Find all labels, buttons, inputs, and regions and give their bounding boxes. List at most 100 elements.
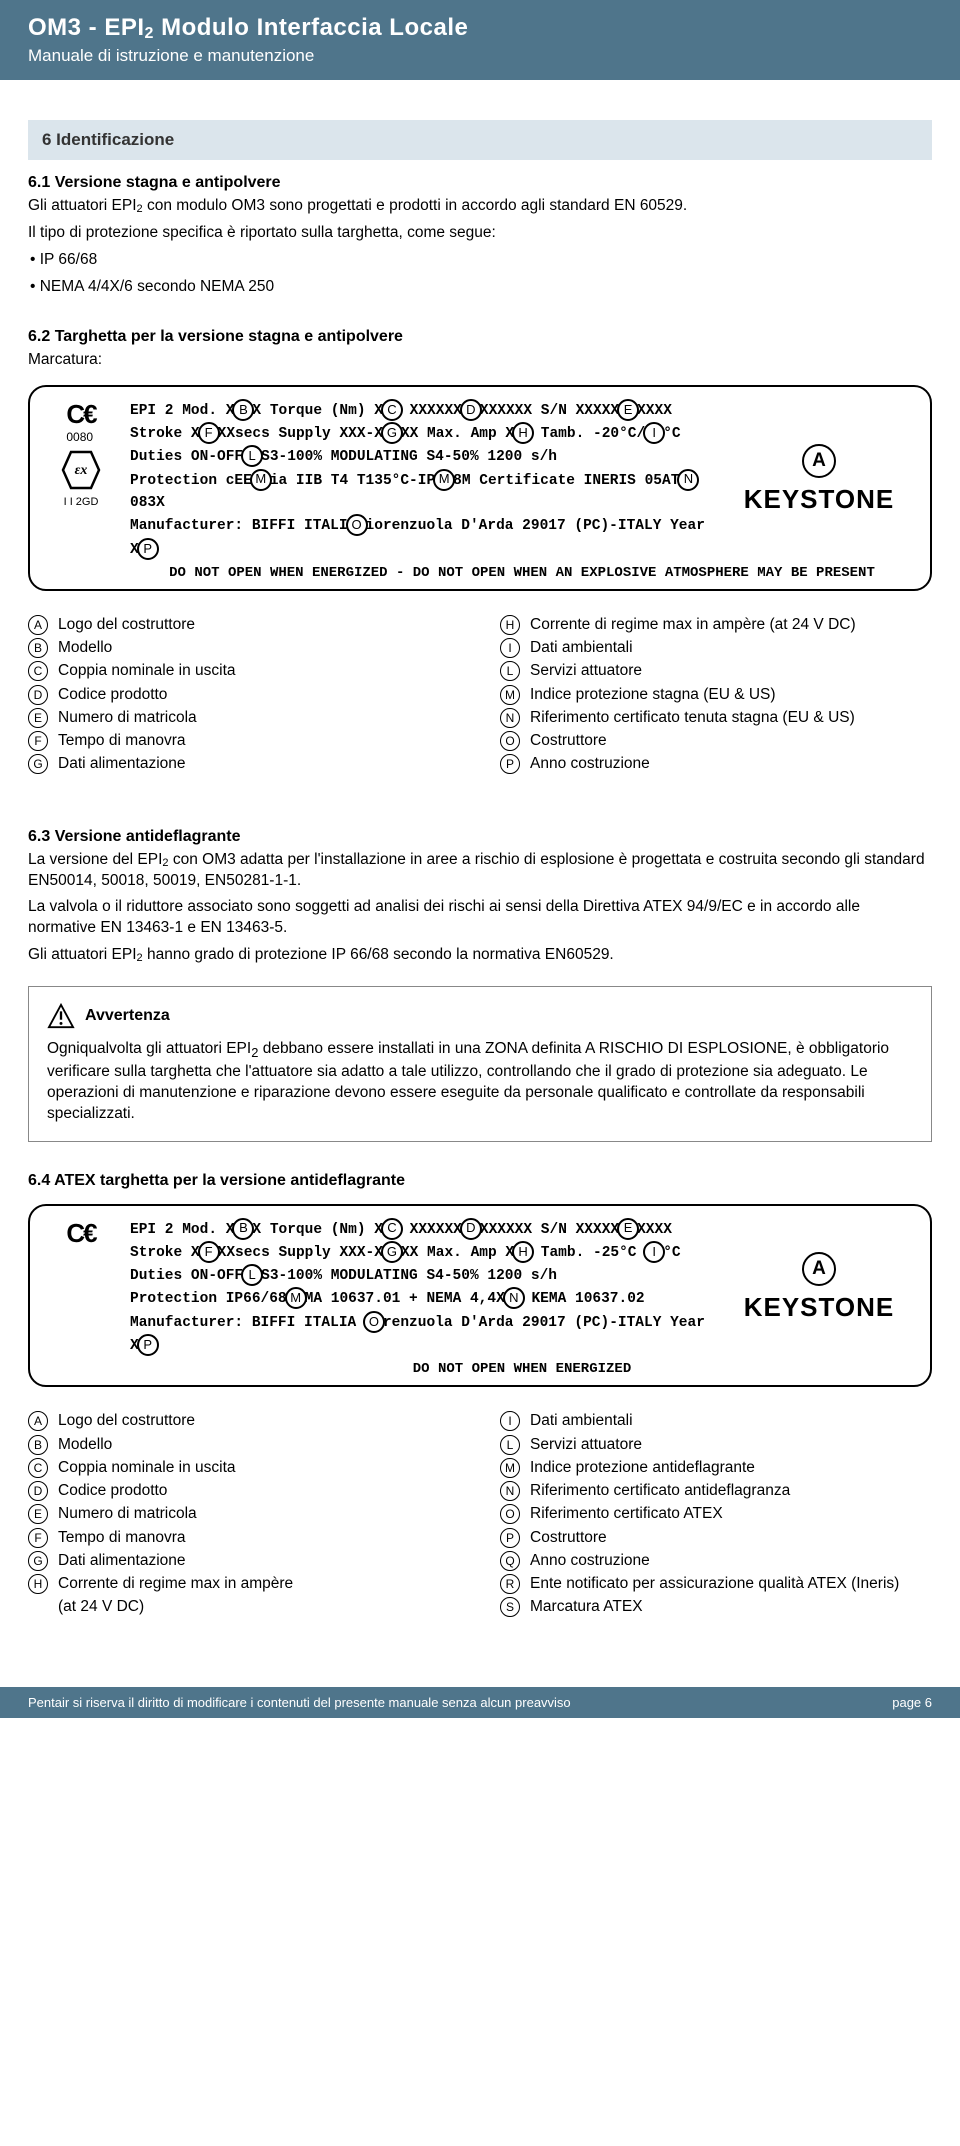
para-6-1-2: Il tipo di protezione specifica è riport… bbox=[28, 223, 932, 244]
marker-f-icon: F bbox=[198, 422, 220, 444]
warning-box: Avvertenza Ogniqualvolta gli attuatori E… bbox=[28, 986, 932, 1141]
legend-letter-icon: O bbox=[500, 731, 520, 751]
t: XX Max. Amp X bbox=[401, 1245, 514, 1261]
legend-text: Servizi attuatore bbox=[530, 659, 642, 682]
legend-1-right: H Corrente di regime max in ampère (at 24… bbox=[500, 613, 932, 776]
legend-row: GDati alimentazione bbox=[28, 752, 460, 775]
legend-text: Anno costruzione bbox=[530, 752, 650, 775]
nameplate2-brand: A KEYSTONE bbox=[724, 1218, 914, 1358]
legend-row: E Numero di matricola bbox=[28, 1502, 460, 1525]
title-sub: 2 bbox=[145, 25, 154, 42]
legend-text: Corrente di regime max in ampère (at 24 … bbox=[530, 613, 856, 636]
t: Gli attuatori EPI bbox=[28, 197, 137, 214]
legend-row: GDati alimentazione bbox=[28, 1549, 460, 1572]
legend-text: Costruttore bbox=[530, 1526, 607, 1549]
t: XXsecs Supply XXX-X bbox=[218, 1245, 383, 1261]
page-content: 6 Identificazione 6.1 Versione stagna e … bbox=[0, 80, 960, 1667]
legend-text: Logo del costruttore bbox=[58, 613, 195, 636]
legend-row: ENumero di matricola bbox=[28, 706, 460, 729]
legend-text: Riferimento certificato antideflagranza bbox=[530, 1479, 790, 1502]
t: hanno grado di protezione IP 66/68 secon… bbox=[143, 946, 614, 963]
t: Tamb. -25°C bbox=[532, 1245, 645, 1261]
legend-row: CCoppia nominale in uscita bbox=[28, 1456, 460, 1479]
t: XX Max. Amp X bbox=[401, 426, 514, 442]
marker-d-icon: D bbox=[460, 399, 482, 421]
legend-text: Coppia nominale in uscita bbox=[58, 659, 236, 682]
legend-row: (at 24 V DC) bbox=[28, 1595, 460, 1618]
t: Stroke X bbox=[130, 1245, 200, 1261]
nameplate-2: C€ EPI 2 Mod. XBX Torque (Nm) XC XXXXXXD… bbox=[28, 1204, 932, 1388]
marker-i-icon: I bbox=[643, 1241, 665, 1263]
marker-f-icon: F bbox=[198, 1241, 220, 1263]
t: X Torque (Nm) X bbox=[252, 402, 383, 418]
legend-text: Costruttore bbox=[530, 729, 607, 752]
legend-letter-icon: B bbox=[28, 638, 48, 658]
nameplate-left-marks: C€ 0080 εx I I 2GD bbox=[46, 399, 116, 581]
legend-text: (at 24 V DC) bbox=[58, 1595, 144, 1618]
t: EPI 2 Mod. X bbox=[130, 1221, 234, 1237]
legend-row: CCoppia nominale in uscita bbox=[28, 659, 460, 682]
legend-row: MIndice protezione antideflagrante bbox=[500, 1456, 932, 1479]
legend-text: Indice protezione antideflagrante bbox=[530, 1456, 755, 1479]
legend-row: L Servizi attuatore bbox=[500, 659, 932, 682]
marker-g-icon: G bbox=[381, 1241, 403, 1263]
para-6-3-1: La versione del EPI2 con OM3 adatta per … bbox=[28, 850, 932, 892]
t: S3-100% MODULATING S4-50% 1200 s/h bbox=[261, 449, 557, 465]
legend-text: Riferimento certificato ATEX bbox=[530, 1502, 723, 1525]
t: Stroke X bbox=[130, 426, 200, 442]
legend-text: Servizi attuatore bbox=[530, 1433, 642, 1456]
legend-row: BModello bbox=[28, 1433, 460, 1456]
legend-row: FTempo di manovra bbox=[28, 1526, 460, 1549]
legend-letter-icon: H bbox=[500, 615, 520, 635]
legend-row: DCodice prodotto bbox=[28, 683, 460, 706]
legend-text: Numero di matricola bbox=[58, 1502, 197, 1525]
legend-text: Riferimento certificato tenuta stagna (E… bbox=[530, 706, 855, 729]
legend-letter-icon: E bbox=[28, 1504, 48, 1524]
t: XXXXXX bbox=[401, 1221, 462, 1237]
legend-text: Marcatura ATEX bbox=[530, 1595, 643, 1618]
legend-row: DCodice prodotto bbox=[28, 1479, 460, 1502]
t: Duties ON-OFF bbox=[130, 449, 243, 465]
legend-letter-icon: S bbox=[500, 1597, 520, 1617]
legend-2-left: ALogo del costruttoreBModelloCCoppia nom… bbox=[28, 1409, 460, 1618]
marker-p-icon: P bbox=[137, 538, 159, 560]
legend-letter-icon: D bbox=[28, 685, 48, 705]
legend-text: Dati alimentazione bbox=[58, 1549, 186, 1572]
marker-n-icon: N bbox=[503, 1287, 525, 1309]
footer-page-number: page 6 bbox=[892, 1695, 932, 1710]
legend-text: Dati ambientali bbox=[530, 1409, 633, 1432]
legend-row: PAnno costruzione bbox=[500, 752, 932, 775]
nameplate2-warning: DO NOT OPEN WHEN ENERGIZED bbox=[130, 1361, 914, 1377]
marker-d-icon: D bbox=[460, 1218, 482, 1240]
legend-text: Tempo di manovra bbox=[58, 729, 186, 752]
sub2: 2 bbox=[137, 952, 143, 964]
t: Duties ON-OFF bbox=[130, 1268, 243, 1284]
t: La versione del EPI bbox=[28, 851, 162, 868]
legend-row: NRiferimento certificato tenuta stagna (… bbox=[500, 706, 932, 729]
marker-b-icon: B bbox=[232, 1218, 254, 1240]
legend-row: HCorrente di regime max in ampère bbox=[28, 1572, 460, 1595]
t: S3-100% MODULATING S4-50% 1200 s/h bbox=[261, 1268, 557, 1284]
header-title: OM3 - EPI2 Modulo Interfaccia Locale bbox=[28, 14, 932, 42]
legend-row: FTempo di manovra bbox=[28, 729, 460, 752]
marker-a-icon: A bbox=[802, 444, 836, 478]
legend-text: Indice protezione stagna (EU & US) bbox=[530, 683, 776, 706]
marker-g-icon: G bbox=[381, 422, 403, 444]
sub2: 2 bbox=[137, 203, 143, 215]
marker-e-icon: E bbox=[617, 1218, 639, 1240]
nameplate2-text: EPI 2 Mod. XBX Torque (Nm) XC XXXXXXDXXX… bbox=[130, 1218, 710, 1358]
legend-letter-icon: M bbox=[500, 685, 520, 705]
legend-text: Coppia nominale in uscita bbox=[58, 1456, 236, 1479]
t: °C bbox=[663, 1245, 680, 1261]
legend-letter-icon: H bbox=[28, 1574, 48, 1594]
marker-l-icon: L bbox=[241, 1264, 263, 1286]
legend-row: IDati ambientali bbox=[500, 636, 932, 659]
marker-a-icon: A bbox=[802, 1252, 836, 1286]
legend-letter-icon: F bbox=[28, 1528, 48, 1548]
legend-row: QAnno costruzione bbox=[500, 1549, 932, 1572]
legend-text: Dati ambientali bbox=[530, 636, 633, 659]
legend-letter-icon: L bbox=[500, 661, 520, 681]
legend-2-right: IDati ambientaliLServizi attuatoreMIndic… bbox=[500, 1409, 932, 1618]
legend-letter-icon: A bbox=[28, 1411, 48, 1431]
footer-disclaimer: Pentair si riserva il diritto di modific… bbox=[28, 1695, 571, 1710]
